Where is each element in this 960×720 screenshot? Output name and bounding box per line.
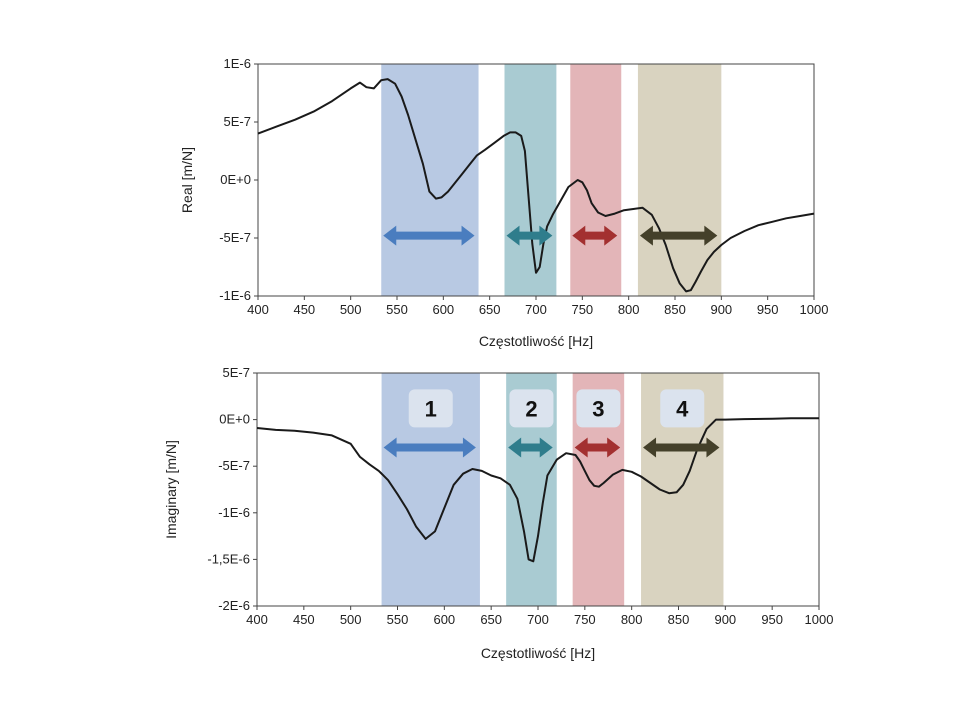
y-tick-label: 1E-6 — [224, 56, 251, 71]
x-tick-label: 700 — [525, 302, 547, 317]
region-label-3: 3 — [592, 396, 604, 421]
x-tick-label: 550 — [387, 612, 409, 627]
x-tick-label: 450 — [293, 302, 315, 317]
y-axis-label: Imaginary [m/N] — [163, 440, 179, 539]
double-arrow-1 — [383, 437, 476, 458]
y-tick-label: 5E-7 — [223, 365, 250, 380]
double-arrow-1 — [383, 225, 475, 246]
double-arrow-2 — [506, 225, 553, 246]
x-tick-label: 1000 — [800, 302, 829, 317]
y-tick-label: -5E-7 — [218, 458, 250, 473]
y-tick-label: -1,5E-6 — [207, 551, 250, 566]
region-label-2: 2 — [525, 396, 537, 421]
x-tick-label: 850 — [664, 302, 686, 317]
y-tick-label: -1E-6 — [218, 505, 250, 520]
region-label-box-3 — [576, 389, 621, 428]
y-tick-label: 0E+0 — [220, 172, 251, 187]
y-tick-label: -5E-7 — [219, 230, 251, 245]
x-tick-label: 800 — [621, 612, 643, 627]
x-tick-label: 950 — [761, 612, 783, 627]
double-arrow-3 — [574, 437, 621, 458]
x-tick-label: 750 — [571, 302, 593, 317]
frequency-band-4 — [637, 64, 722, 296]
region-label-box-2 — [509, 389, 554, 428]
region-label-1: 1 — [425, 396, 437, 421]
x-tick-label: 500 — [340, 302, 362, 317]
x-tick-label: 600 — [432, 302, 454, 317]
region-label-box-4 — [660, 389, 705, 428]
x-axis-label: Częstotliwość [Hz] — [479, 333, 593, 349]
double-arrow-3 — [572, 225, 618, 246]
frequency-band-2 — [504, 64, 557, 296]
frequency-band-1 — [381, 64, 479, 296]
x-tick-label: 950 — [757, 302, 779, 317]
x-tick-label: 650 — [480, 612, 502, 627]
y-axis-label: Real [m/N] — [179, 147, 195, 213]
x-tick-label: 650 — [479, 302, 501, 317]
x-tick-label: 400 — [246, 612, 268, 627]
y-tick-label: 0E+0 — [219, 412, 250, 427]
y-tick-label: 5E-7 — [224, 114, 251, 129]
x-tick-label: 900 — [710, 302, 732, 317]
x-axis-label: Częstotliwość [Hz] — [481, 645, 595, 661]
x-tick-label: 800 — [618, 302, 640, 317]
x-tick-label: 500 — [340, 612, 362, 627]
region-label-box-1 — [408, 389, 453, 428]
x-tick-label: 600 — [433, 612, 455, 627]
x-tick-label: 1000 — [805, 612, 834, 627]
x-tick-label: 700 — [527, 612, 549, 627]
double-arrow-4 — [643, 437, 720, 458]
double-arrow-2 — [508, 437, 553, 458]
y-tick-label: -1E-6 — [219, 288, 251, 303]
series-line-1 — [256, 417, 819, 563]
x-tick-label: 750 — [574, 612, 596, 627]
x-tick-label: 550 — [386, 302, 408, 317]
double-arrow-4 — [639, 225, 718, 246]
series-line-1 — [257, 78, 815, 293]
x-tick-label: 900 — [714, 612, 736, 627]
region-label-4: 4 — [676, 396, 689, 421]
x-tick-label: 450 — [293, 612, 315, 627]
x-tick-label: 400 — [247, 302, 269, 317]
y-tick-label: -2E-6 — [218, 598, 250, 613]
x-tick-label: 850 — [668, 612, 690, 627]
